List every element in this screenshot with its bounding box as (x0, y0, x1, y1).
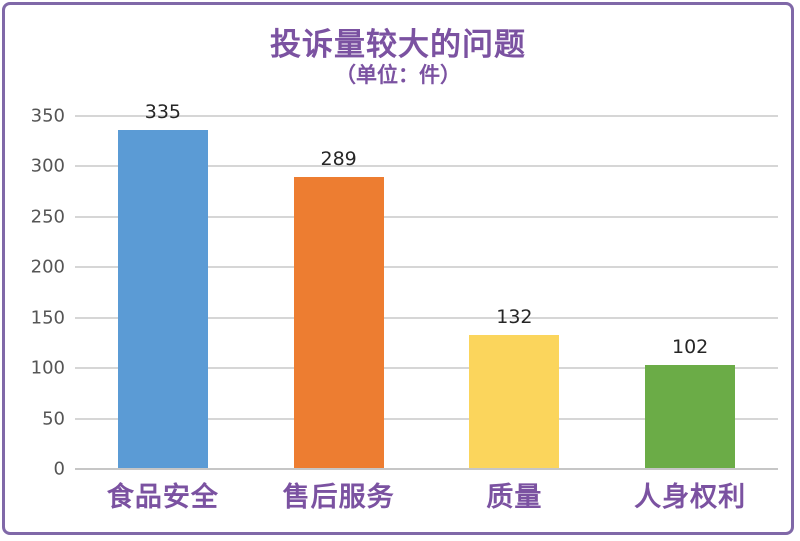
value-label-质量: 132 (496, 306, 533, 328)
plot-area: 0 50 100 150 200 250 300 350 335 289 132 102 (31, 101, 778, 480)
y-tick-label: 300 (30, 156, 65, 178)
bar-食品安全 (117, 130, 208, 468)
value-label-人身权利: 102 (671, 336, 709, 358)
chart-title: 投诉量较大的问题 (270, 27, 526, 63)
y-tick-label: 0 (53, 458, 65, 480)
chart-subtitle: （单位：件） (335, 63, 461, 87)
y-tick-label: 350 (30, 105, 65, 127)
y-tick-label: 50 (42, 408, 65, 430)
gridline-y-100: 100 (31, 358, 778, 379)
bar-人身权利 (645, 365, 736, 468)
gridline-y-50: 50 (42, 408, 778, 429)
y-tick-label: 100 (30, 357, 65, 379)
gridline-y-150: 150 (31, 307, 778, 328)
gridline-y-250: 250 (31, 207, 778, 228)
chart-frame: 投诉量较大的问题 （单位：件） 0 50 100 150 200 250 300 350 335… (2, 2, 794, 535)
bar-质量 (469, 335, 560, 468)
gridline-y-300: 300 (31, 156, 778, 177)
bar-售后服务 (293, 177, 384, 468)
y-tick-label: 250 (30, 206, 65, 228)
value-label-食品安全: 335 (144, 101, 181, 123)
category-label-质量: 质量 (486, 482, 543, 513)
gridline-y-350: 350 (31, 106, 778, 127)
category-label-售后服务: 售后服务 (282, 482, 395, 513)
category-label-食品安全: 食品安全 (106, 482, 219, 513)
value-label-售后服务: 289 (320, 148, 357, 170)
gridline-y-0: 0 (54, 459, 778, 480)
y-tick-label: 200 (30, 256, 65, 278)
gridline-y-200: 200 (31, 257, 778, 278)
category-label-人身权利: 人身权利 (634, 482, 747, 513)
y-tick-label: 150 (30, 307, 65, 329)
